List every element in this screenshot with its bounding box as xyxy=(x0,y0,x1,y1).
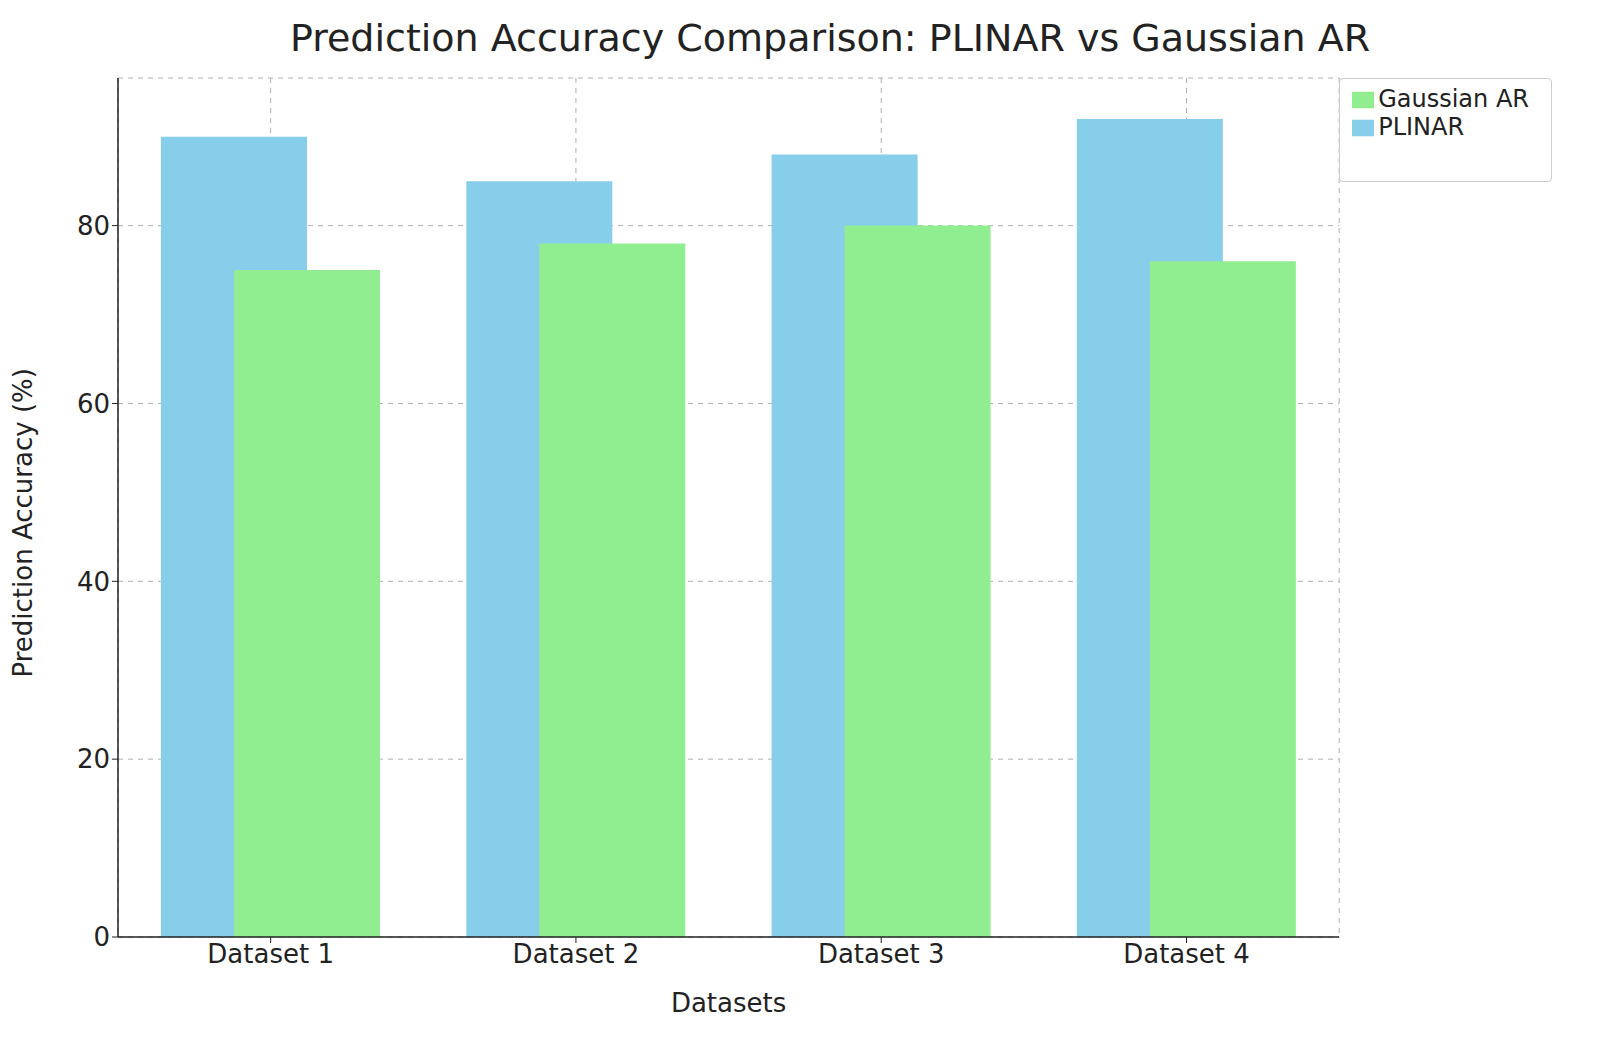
html-text:Prediction Accuracy Comparison: Prediction Accuracy Comparison: PLINAR v… xyxy=(289,16,1371,60)
svg-text:Dataset 4: Dataset 4 xyxy=(1123,939,1250,969)
svg-text:Dataset 1: Dataset 1 xyxy=(207,939,334,969)
svg-text:Prediction Accuracy (%): Prediction Accuracy (%) xyxy=(8,368,38,677)
svg-text:20: 20 xyxy=(77,744,110,774)
html-text:PLINAR: PLINAR xyxy=(1378,113,1465,141)
svg-text:80: 80 xyxy=(77,211,110,241)
svg-text:0: 0 xyxy=(93,922,110,952)
svg-text:40: 40 xyxy=(77,567,110,597)
svg-text:Dataset 2: Dataset 2 xyxy=(513,939,640,969)
svg-text:Datasets: Datasets xyxy=(671,988,786,1018)
svg-text:60: 60 xyxy=(77,389,110,419)
svg-text:Dataset 3: Dataset 3 xyxy=(818,939,945,969)
html-text:Gaussian AR: Gaussian AR xyxy=(1378,85,1529,113)
